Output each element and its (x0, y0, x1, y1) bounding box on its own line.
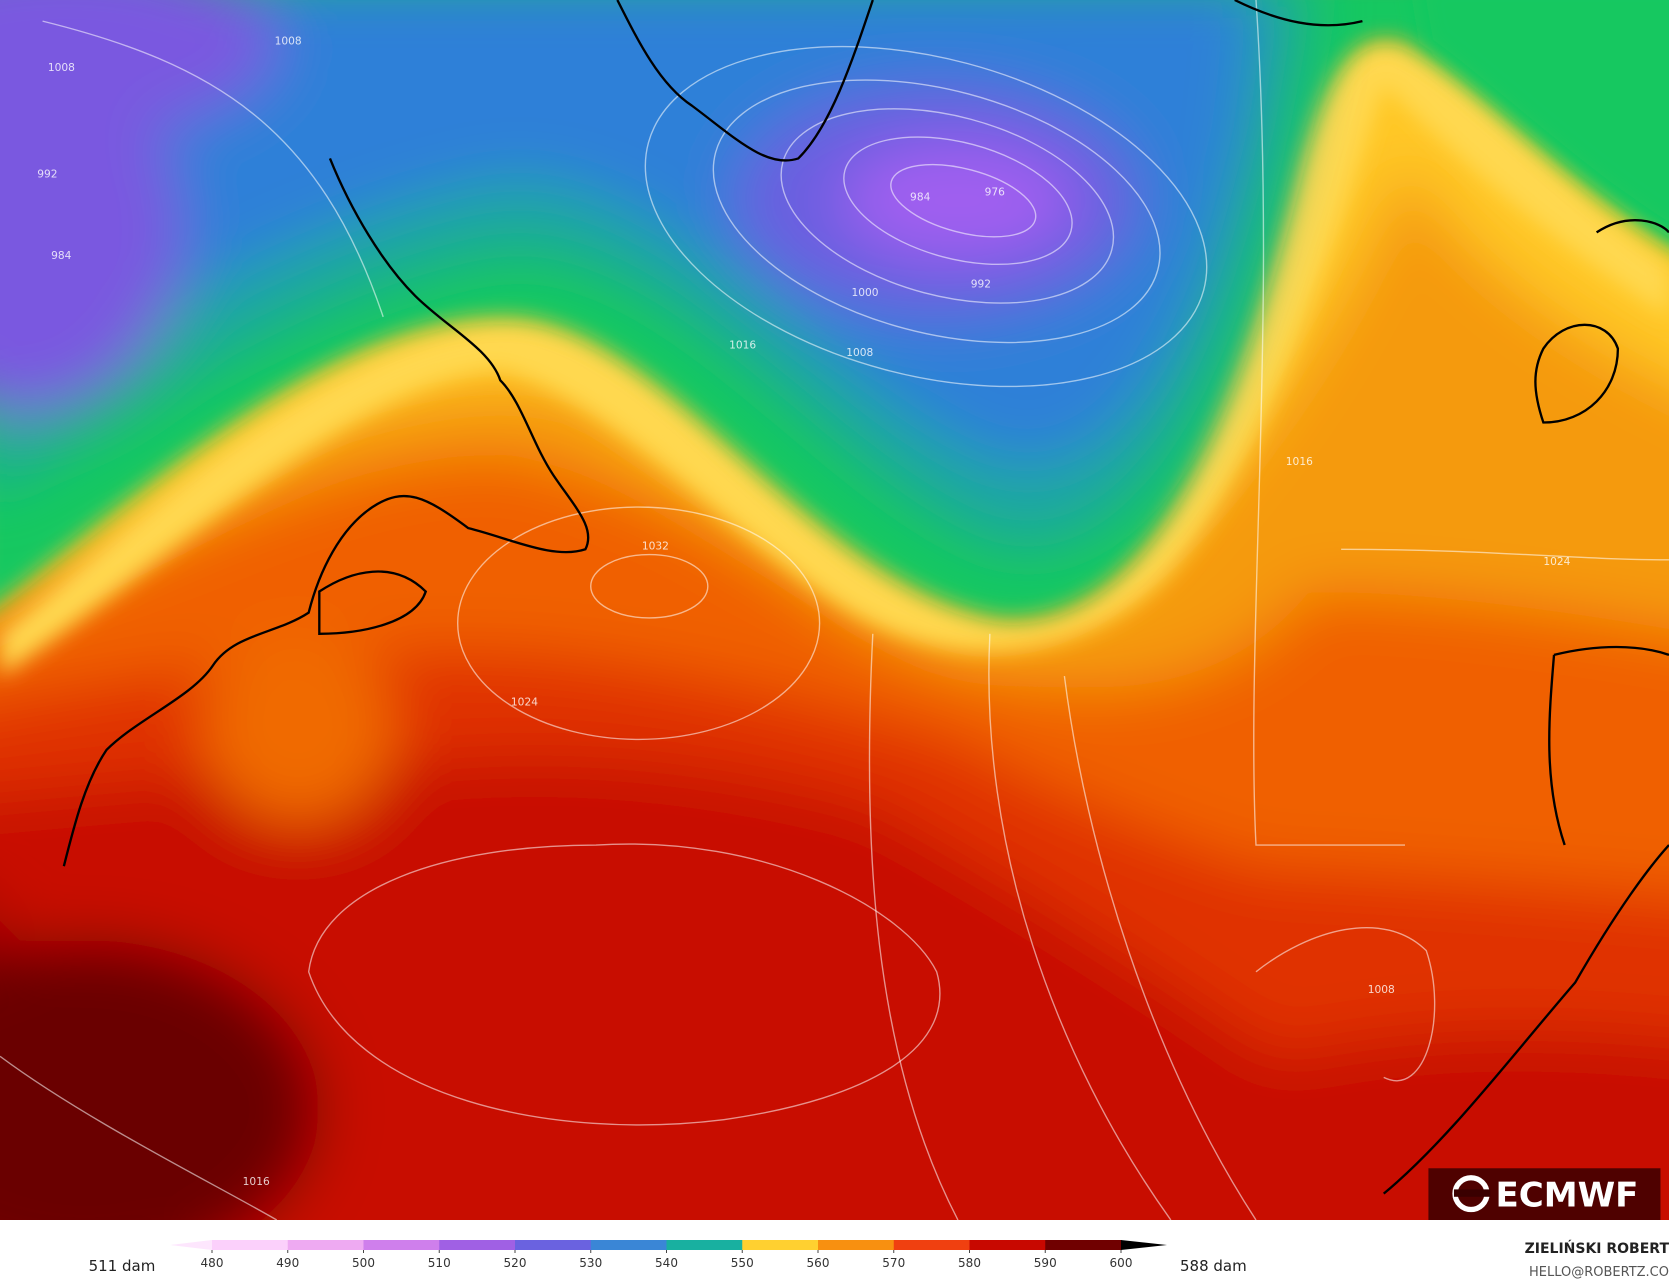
isobar-label: 992 (37, 168, 57, 180)
colorbar-segment (666, 1240, 743, 1250)
isobar-label: 1024 (511, 697, 538, 709)
colorbar-tick-label: 490 (276, 1256, 299, 1270)
colorbar-arrow-high (1121, 1240, 1167, 1250)
colorbar-tick-label: 570 (882, 1256, 905, 1270)
isobar-labels: 1008 992 984 1008 984 976 992 1000 1016 1008 1016 1… (37, 35, 1570, 1188)
isobar-label: 984 (51, 250, 72, 262)
logo-icon (1453, 1189, 1491, 1197)
credit-email: HELLO@ROBERTZ.CO (1529, 1265, 1669, 1280)
logo-text: ECMWF (1495, 1176, 1638, 1215)
colorbar-tick-label: 550 (731, 1256, 754, 1270)
colorbar-segment (742, 1240, 819, 1250)
isobar-label: 1008 (275, 35, 302, 47)
isobar-label: 976 (985, 186, 1006, 198)
isobar-label: 1016 (1286, 456, 1313, 468)
colorbar-tick-label: 520 (504, 1256, 527, 1270)
colorbar-tick-label: 530 (579, 1256, 602, 1270)
ridge-edge (0, 43, 1669, 677)
colorbar-tick-label: 580 (958, 1256, 981, 1270)
isobar-label: 1032 (642, 540, 669, 552)
isobar-label: 1000 (852, 287, 879, 299)
legend-left-label: 511 dam (89, 1257, 156, 1275)
colorbar-tick-label: 560 (807, 1256, 830, 1270)
colorbar-segment (363, 1240, 440, 1250)
cold-air (0, 0, 1669, 619)
coastlines (62, 0, 1669, 1195)
colorbar-segment (818, 1240, 895, 1250)
colorbar-segment (439, 1240, 516, 1250)
isobar-label: 1016 (243, 1176, 270, 1188)
colorbar-tick-label: 600 (1110, 1256, 1133, 1270)
isobar-label: 1008 (1368, 984, 1395, 996)
colorbar-segment (515, 1240, 592, 1250)
legend-right-label: 588 dam (1180, 1257, 1247, 1275)
colorbar-tick-label: 510 (428, 1256, 451, 1270)
colorbar-segment (287, 1240, 364, 1250)
isobars (0, 0, 1669, 1221)
isobar-label: 1016 (729, 340, 756, 352)
isobar-label: 1008 (846, 347, 873, 359)
isobar-label: 984 (910, 192, 931, 204)
colorbar-arrow-low (170, 1240, 212, 1250)
colorbar-segment (590, 1240, 667, 1250)
colorbar: 480 490 500 510 520 530 540 550 560 570 580 590 600 (170, 1240, 1167, 1270)
colorbar-segment (212, 1240, 289, 1250)
isobar-label: 992 (971, 278, 991, 290)
colorbar-segment (969, 1240, 1046, 1250)
colorbar-tick-label: 540 (655, 1256, 678, 1270)
logo: ECMWF (1428, 1168, 1661, 1221)
credit-name: ZIELIŃSKI ROBERT (1525, 1239, 1669, 1257)
colorbar-tick-label: 480 (201, 1256, 224, 1270)
colorbar-tick-label: 500 (352, 1256, 375, 1270)
isobar-label: 1008 (48, 62, 75, 74)
colorbar-tick-label: 590 (1034, 1256, 1057, 1270)
colorbar-segment (893, 1240, 970, 1250)
colorbar-segment (1045, 1240, 1122, 1250)
isobar-label: 1024 (1543, 556, 1570, 568)
